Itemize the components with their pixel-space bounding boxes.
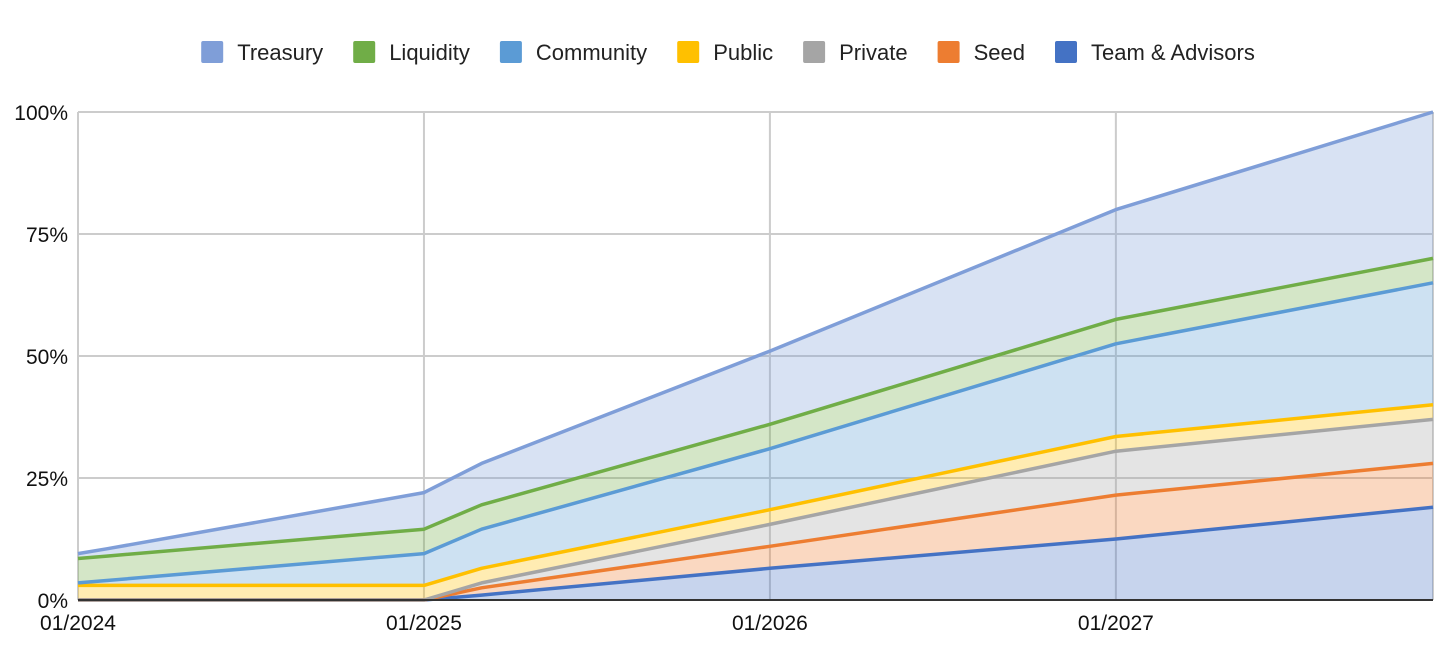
legend-label-team-and-advisors: Team & Advisors bbox=[1091, 40, 1255, 65]
x-tick-label-01-2025: 01/2025 bbox=[386, 612, 462, 635]
legend-swatch-public bbox=[677, 41, 700, 63]
legend-label-liquidity: Liquidity bbox=[389, 40, 470, 65]
area-community bbox=[78, 282, 1433, 586]
area-liquidity bbox=[78, 258, 1433, 583]
legend-swatch-seed bbox=[937, 41, 960, 63]
x-tick-label-01-2026: 01/2026 bbox=[732, 612, 808, 635]
x-axis: 01/2024 01/2025 01/2026 01/2027 bbox=[40, 599, 1433, 635]
legend-label-seed: Seed bbox=[974, 40, 1025, 65]
y-tick-label-50: 50% bbox=[26, 346, 68, 369]
area-team-and-advisors bbox=[78, 507, 1433, 600]
y-tick-label-25: 25% bbox=[26, 468, 68, 491]
line-public bbox=[78, 403, 1434, 588]
legend-item-liquidity: Liquidity bbox=[353, 40, 470, 65]
line-community bbox=[77, 281, 1434, 585]
legend-swatch-treasury bbox=[201, 41, 224, 63]
legend-swatch-liquidity bbox=[353, 41, 376, 63]
legend-item-community: Community bbox=[499, 40, 647, 65]
legend-swatch-community bbox=[499, 41, 522, 63]
legend-item-treasury: Treasury bbox=[201, 40, 323, 65]
legend-label-public: Public bbox=[713, 40, 773, 65]
area-private bbox=[78, 419, 1433, 600]
legend: Treasury Liquidity Community Public Private S… bbox=[201, 40, 1255, 65]
y-tick-label-0: 0% bbox=[38, 590, 68, 613]
x-tick-label-01-2027: 01/2027 bbox=[1078, 612, 1154, 635]
line-liquidity bbox=[77, 256, 1434, 561]
legend-label-private: Private bbox=[839, 40, 907, 65]
y-tick-label-100: 100% bbox=[14, 102, 68, 125]
legend-swatch-private bbox=[803, 41, 826, 63]
y-axis: 0% 25% 50% 75% 100% bbox=[14, 102, 68, 613]
legend-item-private: Private bbox=[803, 40, 908, 65]
line-treasury bbox=[77, 110, 1434, 556]
legend-item-seed: Seed bbox=[937, 40, 1025, 65]
legend-label-treasury: Treasury bbox=[237, 40, 323, 65]
legend-item-team-and-advisors: Team & Advisors bbox=[1055, 40, 1255, 65]
legend-item-public: Public bbox=[677, 40, 773, 65]
legend-label-community: Community bbox=[536, 40, 647, 65]
y-tick-label-75: 75% bbox=[26, 224, 68, 247]
legend-swatch-team-and-advisors bbox=[1055, 41, 1077, 63]
area-treasury bbox=[78, 112, 1433, 559]
area-public bbox=[78, 404, 1433, 600]
x-tick-label-01-2024: 01/2024 bbox=[40, 612, 116, 635]
